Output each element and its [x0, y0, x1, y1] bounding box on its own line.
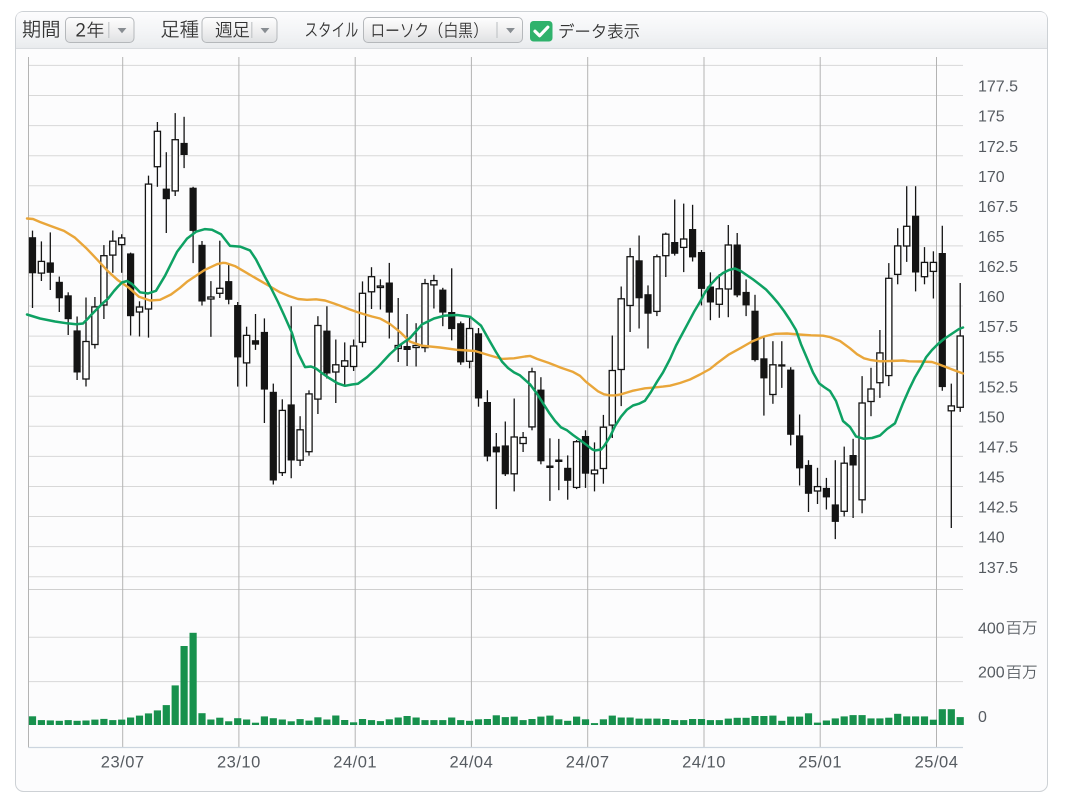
svg-text:400: 400	[978, 620, 1005, 637]
svg-text:157.5: 157.5	[978, 319, 1018, 336]
svg-text:24/01: 24/01	[333, 754, 377, 772]
svg-text:24/04: 24/04	[450, 754, 494, 772]
svg-text:165: 165	[978, 229, 1005, 246]
svg-text:145: 145	[978, 470, 1005, 487]
svg-text:0: 0	[978, 709, 987, 726]
svg-text:167.5: 167.5	[978, 199, 1018, 216]
svg-text:200: 200	[978, 665, 1005, 682]
svg-text:155: 155	[978, 349, 1005, 366]
svg-text:25/04: 25/04	[915, 754, 959, 772]
svg-text:25/01: 25/01	[798, 754, 842, 772]
svg-text:137.5: 137.5	[978, 560, 1018, 577]
svg-text:23/07: 23/07	[101, 754, 145, 772]
svg-text:162.5: 162.5	[978, 259, 1018, 276]
svg-text:170: 170	[978, 169, 1005, 186]
svg-text:24/10: 24/10	[682, 754, 726, 772]
svg-text:140: 140	[978, 530, 1005, 547]
svg-text:147.5: 147.5	[978, 440, 1018, 457]
svg-text:177.5: 177.5	[978, 79, 1018, 96]
svg-text:160: 160	[978, 289, 1005, 306]
svg-text:175: 175	[978, 109, 1005, 126]
svg-text:24/07: 24/07	[566, 754, 610, 772]
svg-text:172.5: 172.5	[978, 139, 1018, 156]
svg-text:23/10: 23/10	[217, 754, 261, 772]
svg-text:152.5: 152.5	[978, 379, 1018, 396]
svg-text:150: 150	[978, 409, 1005, 426]
svg-text:142.5: 142.5	[978, 500, 1018, 517]
